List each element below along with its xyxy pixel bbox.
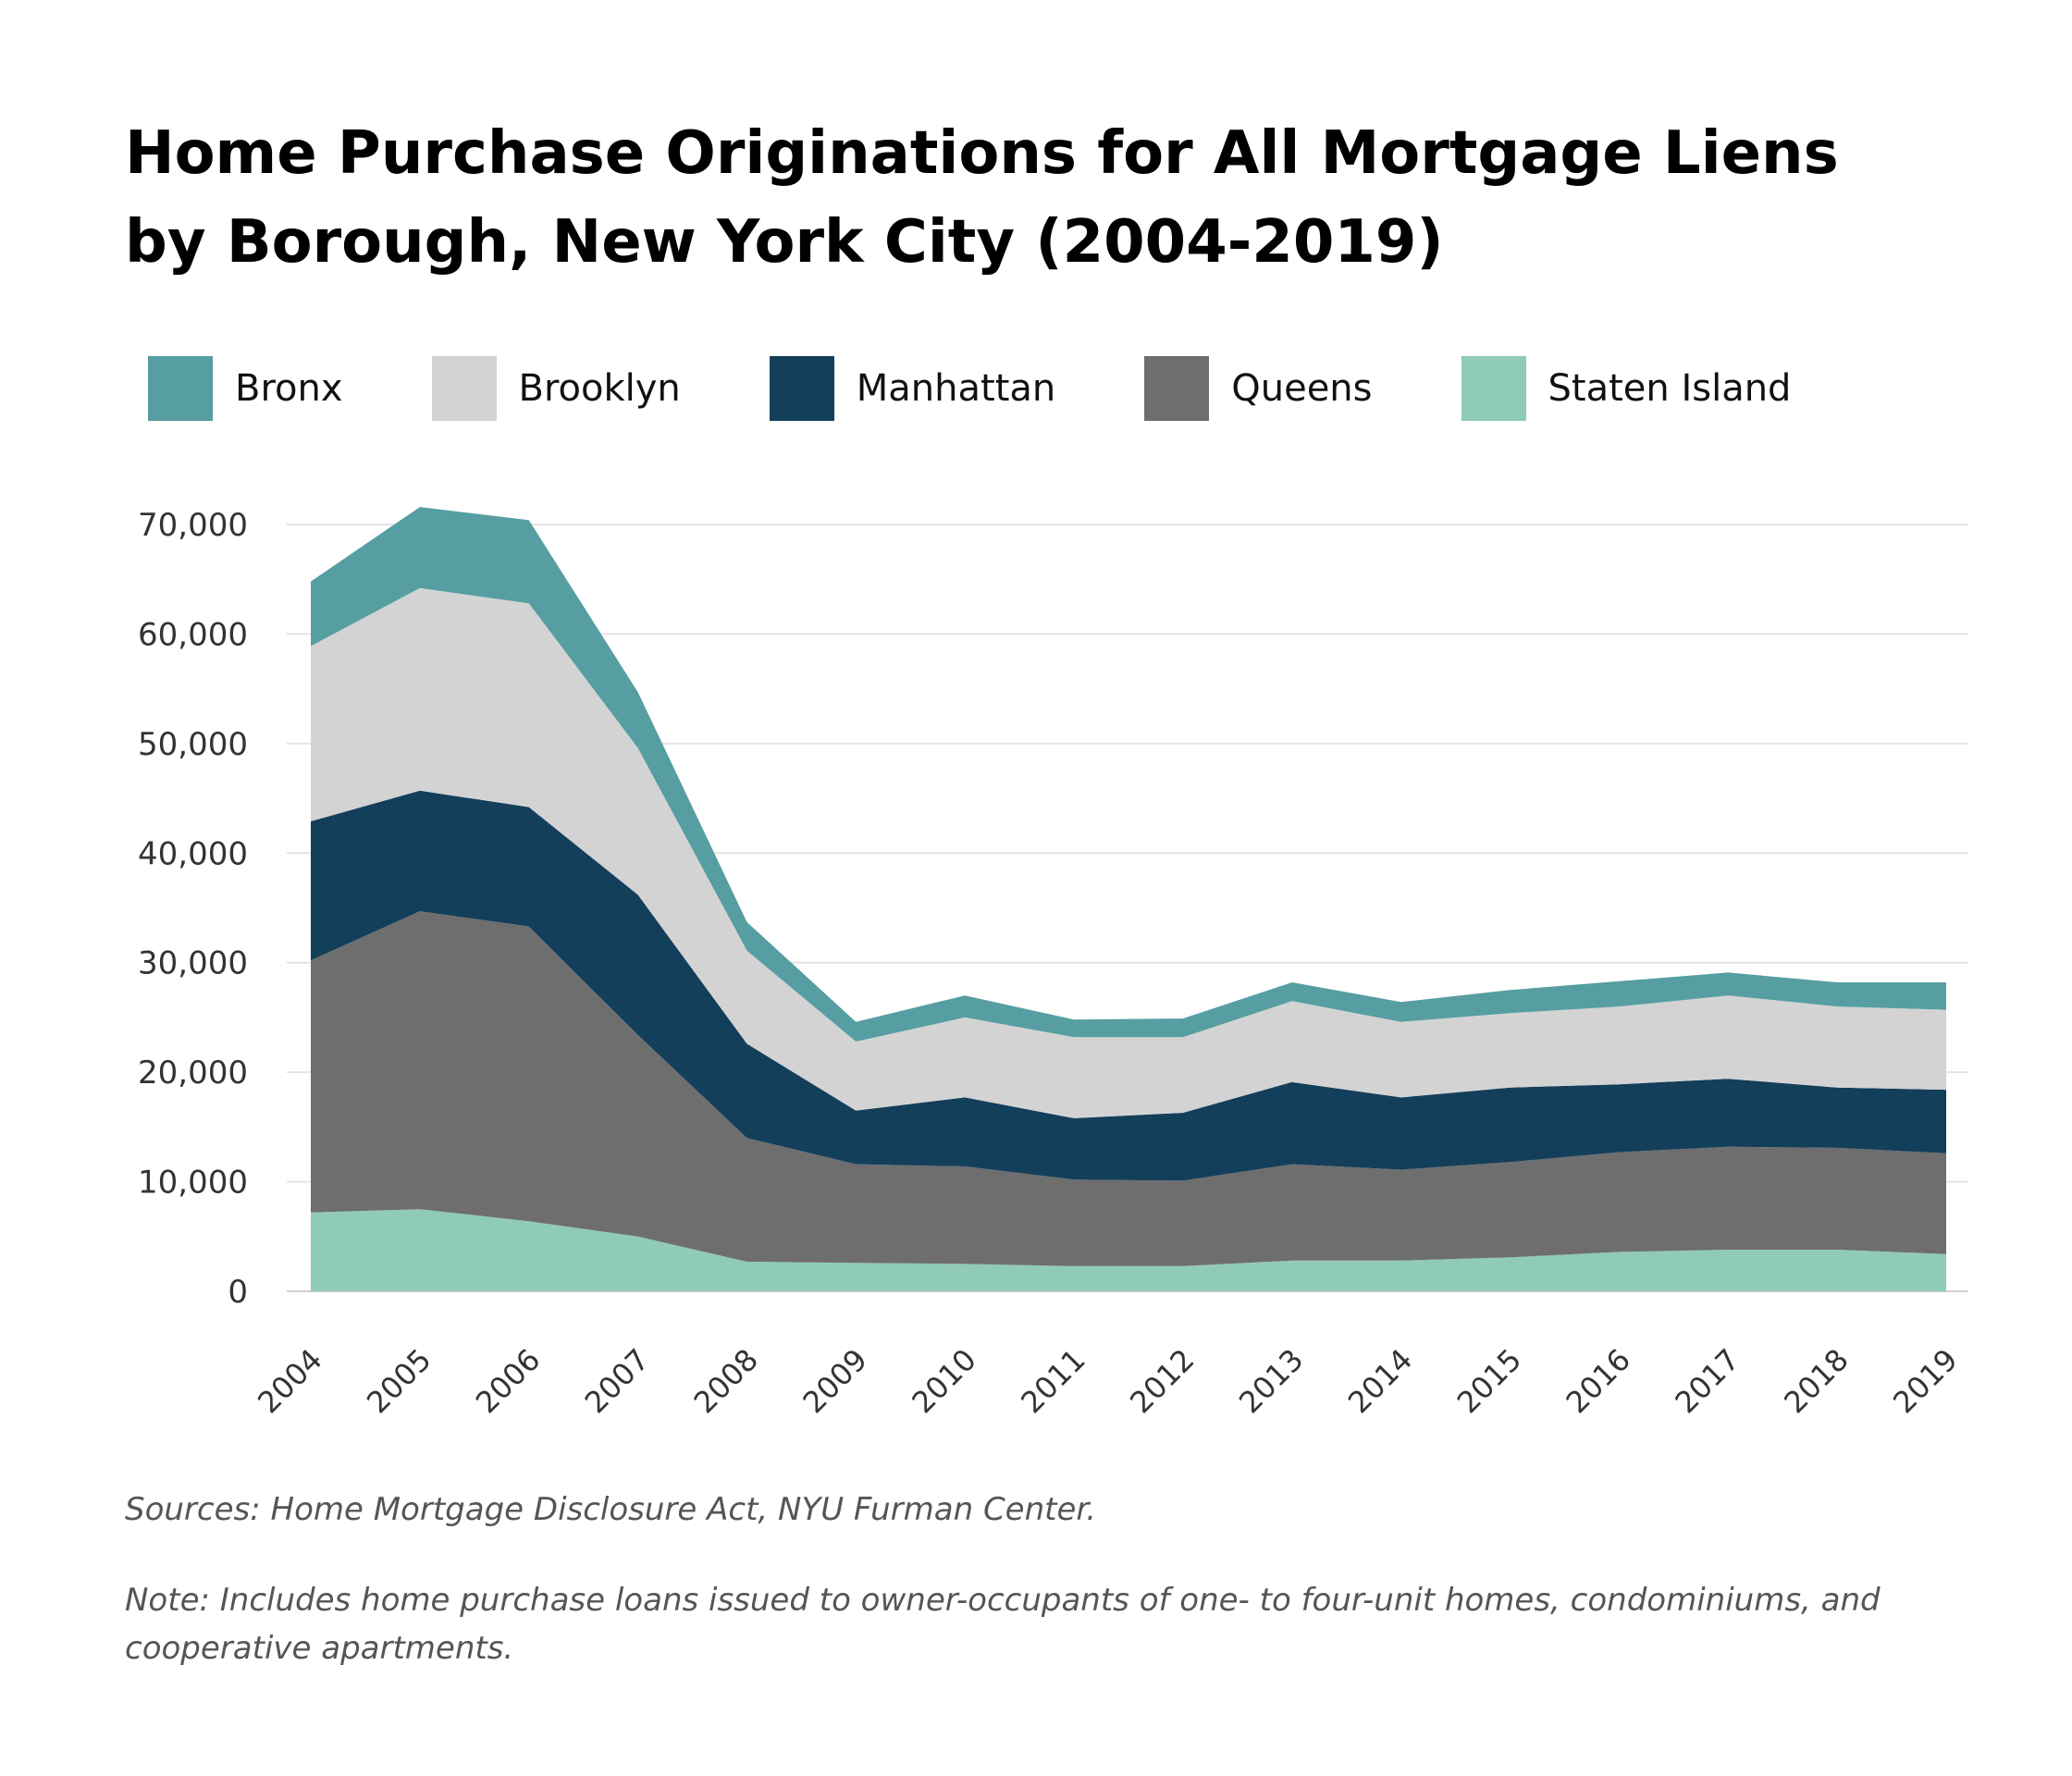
x-tick-label: 2013 <box>1232 1342 1310 1420</box>
x-tick-label: 2012 <box>1123 1342 1201 1420</box>
area-manhattan <box>311 790 1946 1181</box>
x-tick-label: 2009 <box>796 1342 874 1420</box>
legend-label-staten-island: Staten Island <box>1548 367 1792 410</box>
legend-item-staten-island: Staten Island <box>1461 356 1792 421</box>
legend-item-bronx: Bronx <box>148 356 343 421</box>
x-tick-label: 2014 <box>1341 1342 1419 1420</box>
legend-label-queens: Queens <box>1231 367 1373 410</box>
legend-swatch-manhattan <box>769 356 834 421</box>
x-tick-label: 2015 <box>1450 1342 1528 1420</box>
x-tick-label: 2017 <box>1668 1342 1745 1420</box>
legend-swatch-queens <box>1144 356 1210 421</box>
legend-item-brooklyn: Brooklyn <box>431 356 681 421</box>
y-tick-label: 60,000 <box>138 616 248 653</box>
y-tick-label: 50,000 <box>138 726 248 763</box>
x-tick-label: 2010 <box>905 1342 982 1420</box>
x-tick-label: 2005 <box>360 1342 438 1420</box>
y-axis-ticks: 0 10,000 20,000 30,000 40,000 50,000 60,000 70,… <box>138 507 248 1311</box>
stacked-area-chart: 0 10,000 20,000 30,000 40,000 50,000 60,000 70,… <box>138 507 1968 1420</box>
x-tick-label: 2004 <box>251 1342 328 1420</box>
y-tick-label: 20,000 <box>138 1054 248 1092</box>
x-tick-label: 2006 <box>469 1342 547 1420</box>
legend-label-brooklyn: Brooklyn <box>518 367 681 410</box>
x-tick-label: 2008 <box>687 1342 765 1420</box>
legend-item-manhattan: Manhattan <box>769 356 1056 421</box>
x-tick-label: 2019 <box>1886 1342 1964 1420</box>
y-tick-label: 30,000 <box>138 945 248 982</box>
legend-swatch-staten-island <box>1461 356 1526 421</box>
area-queens <box>311 911 1946 1266</box>
x-tick-label: 2018 <box>1777 1342 1855 1420</box>
legend-swatch-bronx <box>148 356 213 421</box>
footnote: Note: Includes home purchase loans issue… <box>125 1582 1881 1667</box>
legend: Bronx Brooklyn Manhattan Queens Staten I… <box>148 355 1880 422</box>
area-staten-island <box>311 1209 1946 1291</box>
legend-swatch-brooklyn <box>431 356 497 421</box>
legend-item-queens: Queens <box>1144 356 1373 421</box>
x-tick-label: 2011 <box>1014 1342 1092 1420</box>
legend-label-manhattan: Manhattan <box>856 367 1056 410</box>
x-axis-ticks: 2004 2005 2006 2007 2008 2009 2010 2011 2012 2013… <box>251 1342 1964 1420</box>
y-tick-label: 0 <box>228 1274 248 1311</box>
area-bronx <box>311 507 1946 1042</box>
y-tick-label: 10,000 <box>138 1165 248 1202</box>
y-tick-label: 70,000 <box>138 507 248 544</box>
source-note: Sources: Home Mortgage Disclosure Act, N… <box>125 1491 1097 1528</box>
area-brooklyn <box>311 587 1946 1118</box>
chart-title: Home Purchase Originations for All Mortg… <box>125 119 1839 277</box>
legend-label-bronx: Bronx <box>235 367 343 410</box>
area-series <box>311 507 1946 1291</box>
x-tick-label: 2007 <box>578 1342 656 1420</box>
y-tick-label: 40,000 <box>138 835 248 872</box>
x-tick-label: 2016 <box>1560 1342 1637 1420</box>
